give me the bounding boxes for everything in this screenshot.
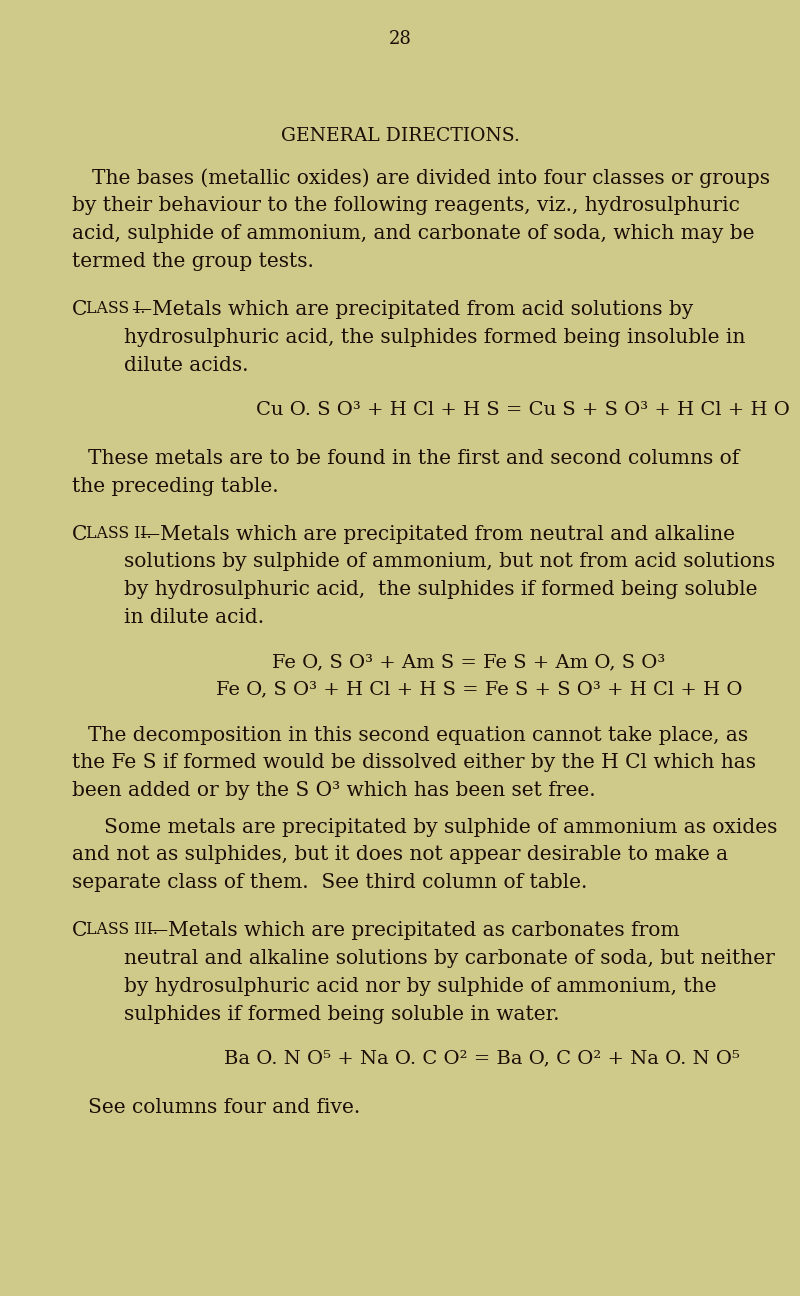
Text: and not as sulphides, but it does not appear desirable to make a: and not as sulphides, but it does not ap… — [72, 845, 728, 864]
Text: 28: 28 — [389, 30, 411, 48]
Text: Fe O, S O³ + H Cl + H S = Fe S + S O³ + H Cl + H O: Fe O, S O³ + H Cl + H S = Fe S + S O³ + … — [216, 680, 742, 699]
Text: The bases (metallic oxides) are divided into four classes or groups: The bases (metallic oxides) are divided … — [92, 168, 770, 188]
Text: Ba O. N O⁵ + Na O. C O² = Ba O, C O² + Na O. N O⁵: Ba O. N O⁵ + Na O. C O² = Ba O, C O² + N… — [224, 1050, 740, 1068]
Text: —Metals which are precipitated as carbonates from: —Metals which are precipitated as carbon… — [148, 921, 680, 941]
Text: been added or by the S O³ which has been set free.: been added or by the S O³ which has been… — [72, 781, 596, 800]
Text: dilute acids.: dilute acids. — [124, 356, 249, 375]
Text: Some metals are precipitated by sulphide of ammonium as oxides: Some metals are precipitated by sulphide… — [104, 818, 778, 836]
Text: The decomposition in this second equation cannot take place, as: The decomposition in this second equatio… — [88, 726, 748, 744]
Text: by hydrosulphuric acid,  the sulphides if formed being soluble: by hydrosulphuric acid, the sulphides if… — [124, 581, 758, 599]
Text: sulphides if formed being soluble in water.: sulphides if formed being soluble in wat… — [124, 1004, 559, 1024]
Text: C: C — [72, 921, 87, 941]
Text: termed the group tests.: termed the group tests. — [72, 251, 314, 271]
Text: in dilute acid.: in dilute acid. — [124, 608, 264, 627]
Text: separate class of them.  See third column of table.: separate class of them. See third column… — [72, 874, 587, 892]
Text: the Fe S if formed would be dissolved either by the H Cl which has: the Fe S if formed would be dissolved ei… — [72, 753, 756, 772]
Text: by hydrosulphuric acid nor by sulphide of ammonium, the: by hydrosulphuric acid nor by sulphide o… — [124, 977, 717, 997]
Text: C: C — [72, 301, 87, 319]
Text: acid, sulphide of ammonium, and carbonate of soda, which may be: acid, sulphide of ammonium, and carbonat… — [72, 224, 754, 244]
Text: C: C — [72, 525, 87, 543]
Text: by their behaviour to the following reagents, viz., hydrosulphuric: by their behaviour to the following reag… — [72, 197, 740, 215]
Text: See columns four and five.: See columns four and five. — [88, 1098, 360, 1117]
Text: solutions by sulphide of ammonium, but not from acid solutions: solutions by sulphide of ammonium, but n… — [124, 552, 775, 572]
Text: LASS I.: LASS I. — [86, 301, 146, 318]
Text: These metals are to be found in the first and second columns of: These metals are to be found in the firs… — [88, 448, 739, 468]
Text: GENERAL DIRECTIONS.: GENERAL DIRECTIONS. — [281, 127, 519, 145]
Text: neutral and alkaline solutions by carbonate of soda, but neither: neutral and alkaline solutions by carbon… — [124, 949, 775, 968]
Text: LASS III.: LASS III. — [86, 921, 158, 938]
Text: —Metals which are precipitated from neutral and alkaline: —Metals which are precipitated from neut… — [140, 525, 735, 543]
Text: the preceding table.: the preceding table. — [72, 477, 278, 495]
Text: Cu O. S O³ + H Cl + H S = Cu S + S O³ + H Cl + H O: Cu O. S O³ + H Cl + H S = Cu S + S O³ + … — [256, 400, 790, 419]
Text: LASS II.: LASS II. — [86, 525, 152, 542]
Text: Fe O, S O³ + Am S = Fe S + Am O, S O³: Fe O, S O³ + Am S = Fe S + Am O, S O³ — [272, 653, 666, 671]
Text: —Metals which are precipitated from acid solutions by: —Metals which are precipitated from acid… — [132, 301, 694, 319]
Text: hydrosulphuric acid, the sulphides formed being insoluble in: hydrosulphuric acid, the sulphides forme… — [124, 328, 746, 347]
